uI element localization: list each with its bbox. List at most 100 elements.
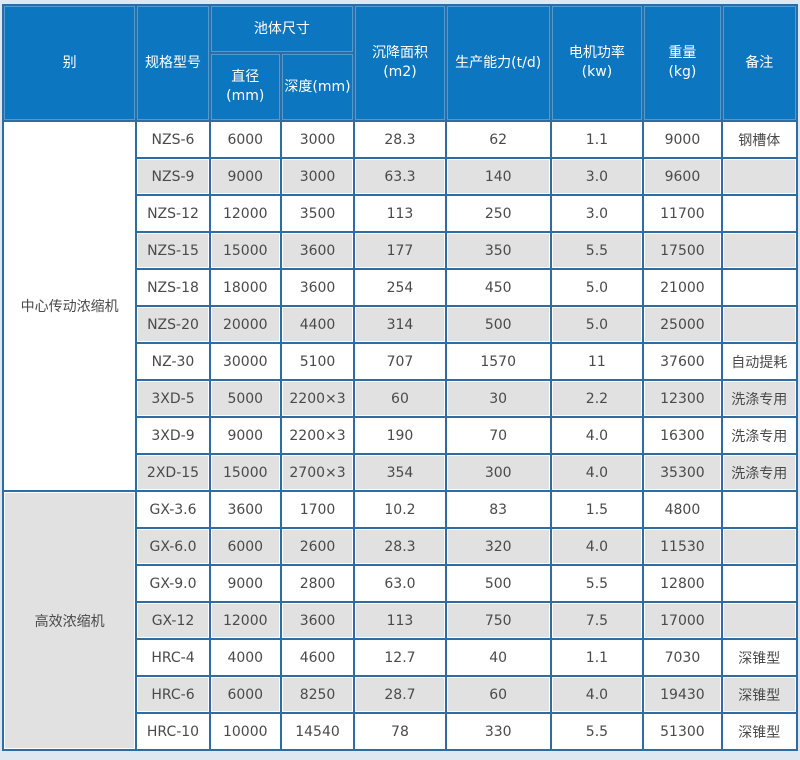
cell-weight: 17500: [644, 233, 721, 268]
cell-capacity: 40: [446, 640, 550, 675]
cell-motor-power: 3.0: [551, 196, 643, 231]
cell-model: NZS-20: [137, 307, 209, 342]
cell-diameter: 5000: [210, 381, 280, 416]
cell-depth: 8250: [281, 677, 354, 712]
cell-model: HRC-6: [137, 677, 209, 712]
cell-capacity: 330: [446, 714, 550, 749]
cell-weight: 11530: [644, 529, 721, 564]
header-depth: 深度(mm): [281, 54, 354, 120]
cell-motor-power: 5.5: [551, 714, 643, 749]
cell-weight: 12300: [644, 381, 721, 416]
cell-settling-area: 78: [355, 714, 445, 749]
cell-capacity: 60: [446, 677, 550, 712]
cell-depth: 2800: [281, 566, 354, 601]
table-row: GX-6.0 6000 2600 28.3 320 4.0 11530: [4, 529, 796, 564]
cell-depth: 5100: [281, 344, 354, 379]
cell-diameter: 6000: [210, 677, 280, 712]
cell-depth: 3500: [281, 196, 354, 231]
header-remark: 备注: [722, 6, 796, 120]
cell-diameter: 9000: [210, 159, 280, 194]
cell-capacity: 350: [446, 233, 550, 268]
cell-depth: 2200×3: [281, 381, 354, 416]
cell-remark: 洗涤专用: [722, 418, 796, 453]
header-capacity: 生产能力(t/d): [446, 6, 550, 120]
table-header: 别 规格型号 池体尺寸 沉降面积 (m2) 生产能力(t/d) 电机功率 (kw…: [4, 6, 796, 120]
table-row: NZS-9 9000 3000 63.3 140 3.0 9600: [4, 159, 796, 194]
cell-motor-power: 5.5: [551, 233, 643, 268]
cell-remark: 洗涤专用: [722, 455, 796, 490]
cell-motor-power: 4.0: [551, 677, 643, 712]
header-pool-size: 池体尺寸: [210, 6, 354, 52]
cell-weight: 37600: [644, 344, 721, 379]
table-row: 3XD-9 9000 2200×3 190 70 4.0 16300 洗涤专用: [4, 418, 796, 453]
cell-diameter: 9000: [210, 566, 280, 601]
cell-capacity: 70: [446, 418, 550, 453]
cell-diameter: 4000: [210, 640, 280, 675]
cell-depth: 2600: [281, 529, 354, 564]
cell-model: NZS-9: [137, 159, 209, 194]
cell-weight: 16300: [644, 418, 721, 453]
cell-weight: 7030: [644, 640, 721, 675]
cell-remark: [722, 307, 796, 342]
cell-depth: 1700: [281, 492, 354, 527]
cell-settling-area: 354: [355, 455, 445, 490]
cell-model: GX-9.0: [137, 566, 209, 601]
cell-motor-power: 1.1: [551, 640, 643, 675]
cell-model: NZ-30: [137, 344, 209, 379]
header-motor-power: 电机功率 (kw): [551, 6, 643, 120]
table-row: 3XD-5 5000 2200×3 60 30 2.2 12300 洗涤专用: [4, 381, 796, 416]
cell-settling-area: 177: [355, 233, 445, 268]
cell-diameter: 3600: [210, 492, 280, 527]
cell-depth: 14540: [281, 714, 354, 749]
table-row: NZS-18 18000 3600 254 450 5.0 21000: [4, 270, 796, 305]
cell-remark: 自动提耗: [722, 344, 796, 379]
cell-remark: [722, 603, 796, 638]
category-cell: 高效浓缩机: [4, 492, 136, 749]
table-row: GX-12 12000 3600 113 750 7.5 17000: [4, 603, 796, 638]
cell-remark: [722, 159, 796, 194]
cell-remark: [722, 529, 796, 564]
cell-weight: 25000: [644, 307, 721, 342]
cell-diameter: 9000: [210, 418, 280, 453]
cell-diameter: 6000: [210, 529, 280, 564]
cell-model: NZS-18: [137, 270, 209, 305]
table-row: GX-9.0 9000 2800 63.0 500 5.5 12800: [4, 566, 796, 601]
table-row: 高效浓缩机 GX-3.6 3600 1700 10.2 83 1.5 4800: [4, 492, 796, 749]
cell-settling-area: 254: [355, 270, 445, 305]
header-category: 别: [4, 6, 136, 120]
cell-weight: 19430: [644, 677, 721, 712]
cell-remark: [722, 270, 796, 305]
cell-depth: 3600: [281, 603, 354, 638]
cell-model: GX-3.6: [137, 492, 209, 527]
cell-diameter: 12000: [210, 196, 280, 231]
cell-remark: 深锥型: [722, 677, 796, 712]
cell-settling-area: 60: [355, 381, 445, 416]
cell-model: NZS-6: [137, 122, 209, 157]
cell-model: 3XD-5: [137, 381, 209, 416]
table-row: HRC-10 10000 14540 78 330 5.5 51300 深锥型: [4, 714, 796, 749]
cell-diameter: 12000: [210, 603, 280, 638]
cell-motor-power: 2.2: [551, 381, 643, 416]
cell-capacity: 450: [446, 270, 550, 305]
cell-capacity: 750: [446, 603, 550, 638]
table-row: NZ-30 30000 5100 707 1570 11 37600 自动提耗: [4, 344, 796, 379]
cell-settling-area: 707: [355, 344, 445, 379]
cell-weight: 12800: [644, 566, 721, 601]
cell-diameter: 18000: [210, 270, 280, 305]
cell-remark: [722, 492, 796, 527]
cell-weight: 11700: [644, 196, 721, 231]
cell-settling-area: 63.3: [355, 159, 445, 194]
cell-motor-power: 1.5: [551, 492, 643, 527]
cell-capacity: 62: [446, 122, 550, 157]
cell-capacity: 30: [446, 381, 550, 416]
cell-depth: 4400: [281, 307, 354, 342]
cell-remark: [722, 566, 796, 601]
cell-settling-area: 28.3: [355, 529, 445, 564]
cell-weight: 35300: [644, 455, 721, 490]
cell-settling-area: 113: [355, 196, 445, 231]
cell-diameter: 10000: [210, 714, 280, 749]
cell-motor-power: 5.0: [551, 307, 643, 342]
cell-settling-area: 10.2: [355, 492, 445, 527]
table-row: NZS-20 20000 4400 314 500 5.0 25000: [4, 307, 796, 342]
